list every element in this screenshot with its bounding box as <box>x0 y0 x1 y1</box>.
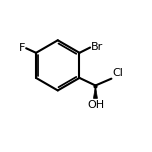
Text: F: F <box>19 43 26 53</box>
Text: OH: OH <box>87 100 104 110</box>
Polygon shape <box>93 86 97 98</box>
Text: Br: Br <box>91 43 103 52</box>
Text: Cl: Cl <box>112 68 123 78</box>
